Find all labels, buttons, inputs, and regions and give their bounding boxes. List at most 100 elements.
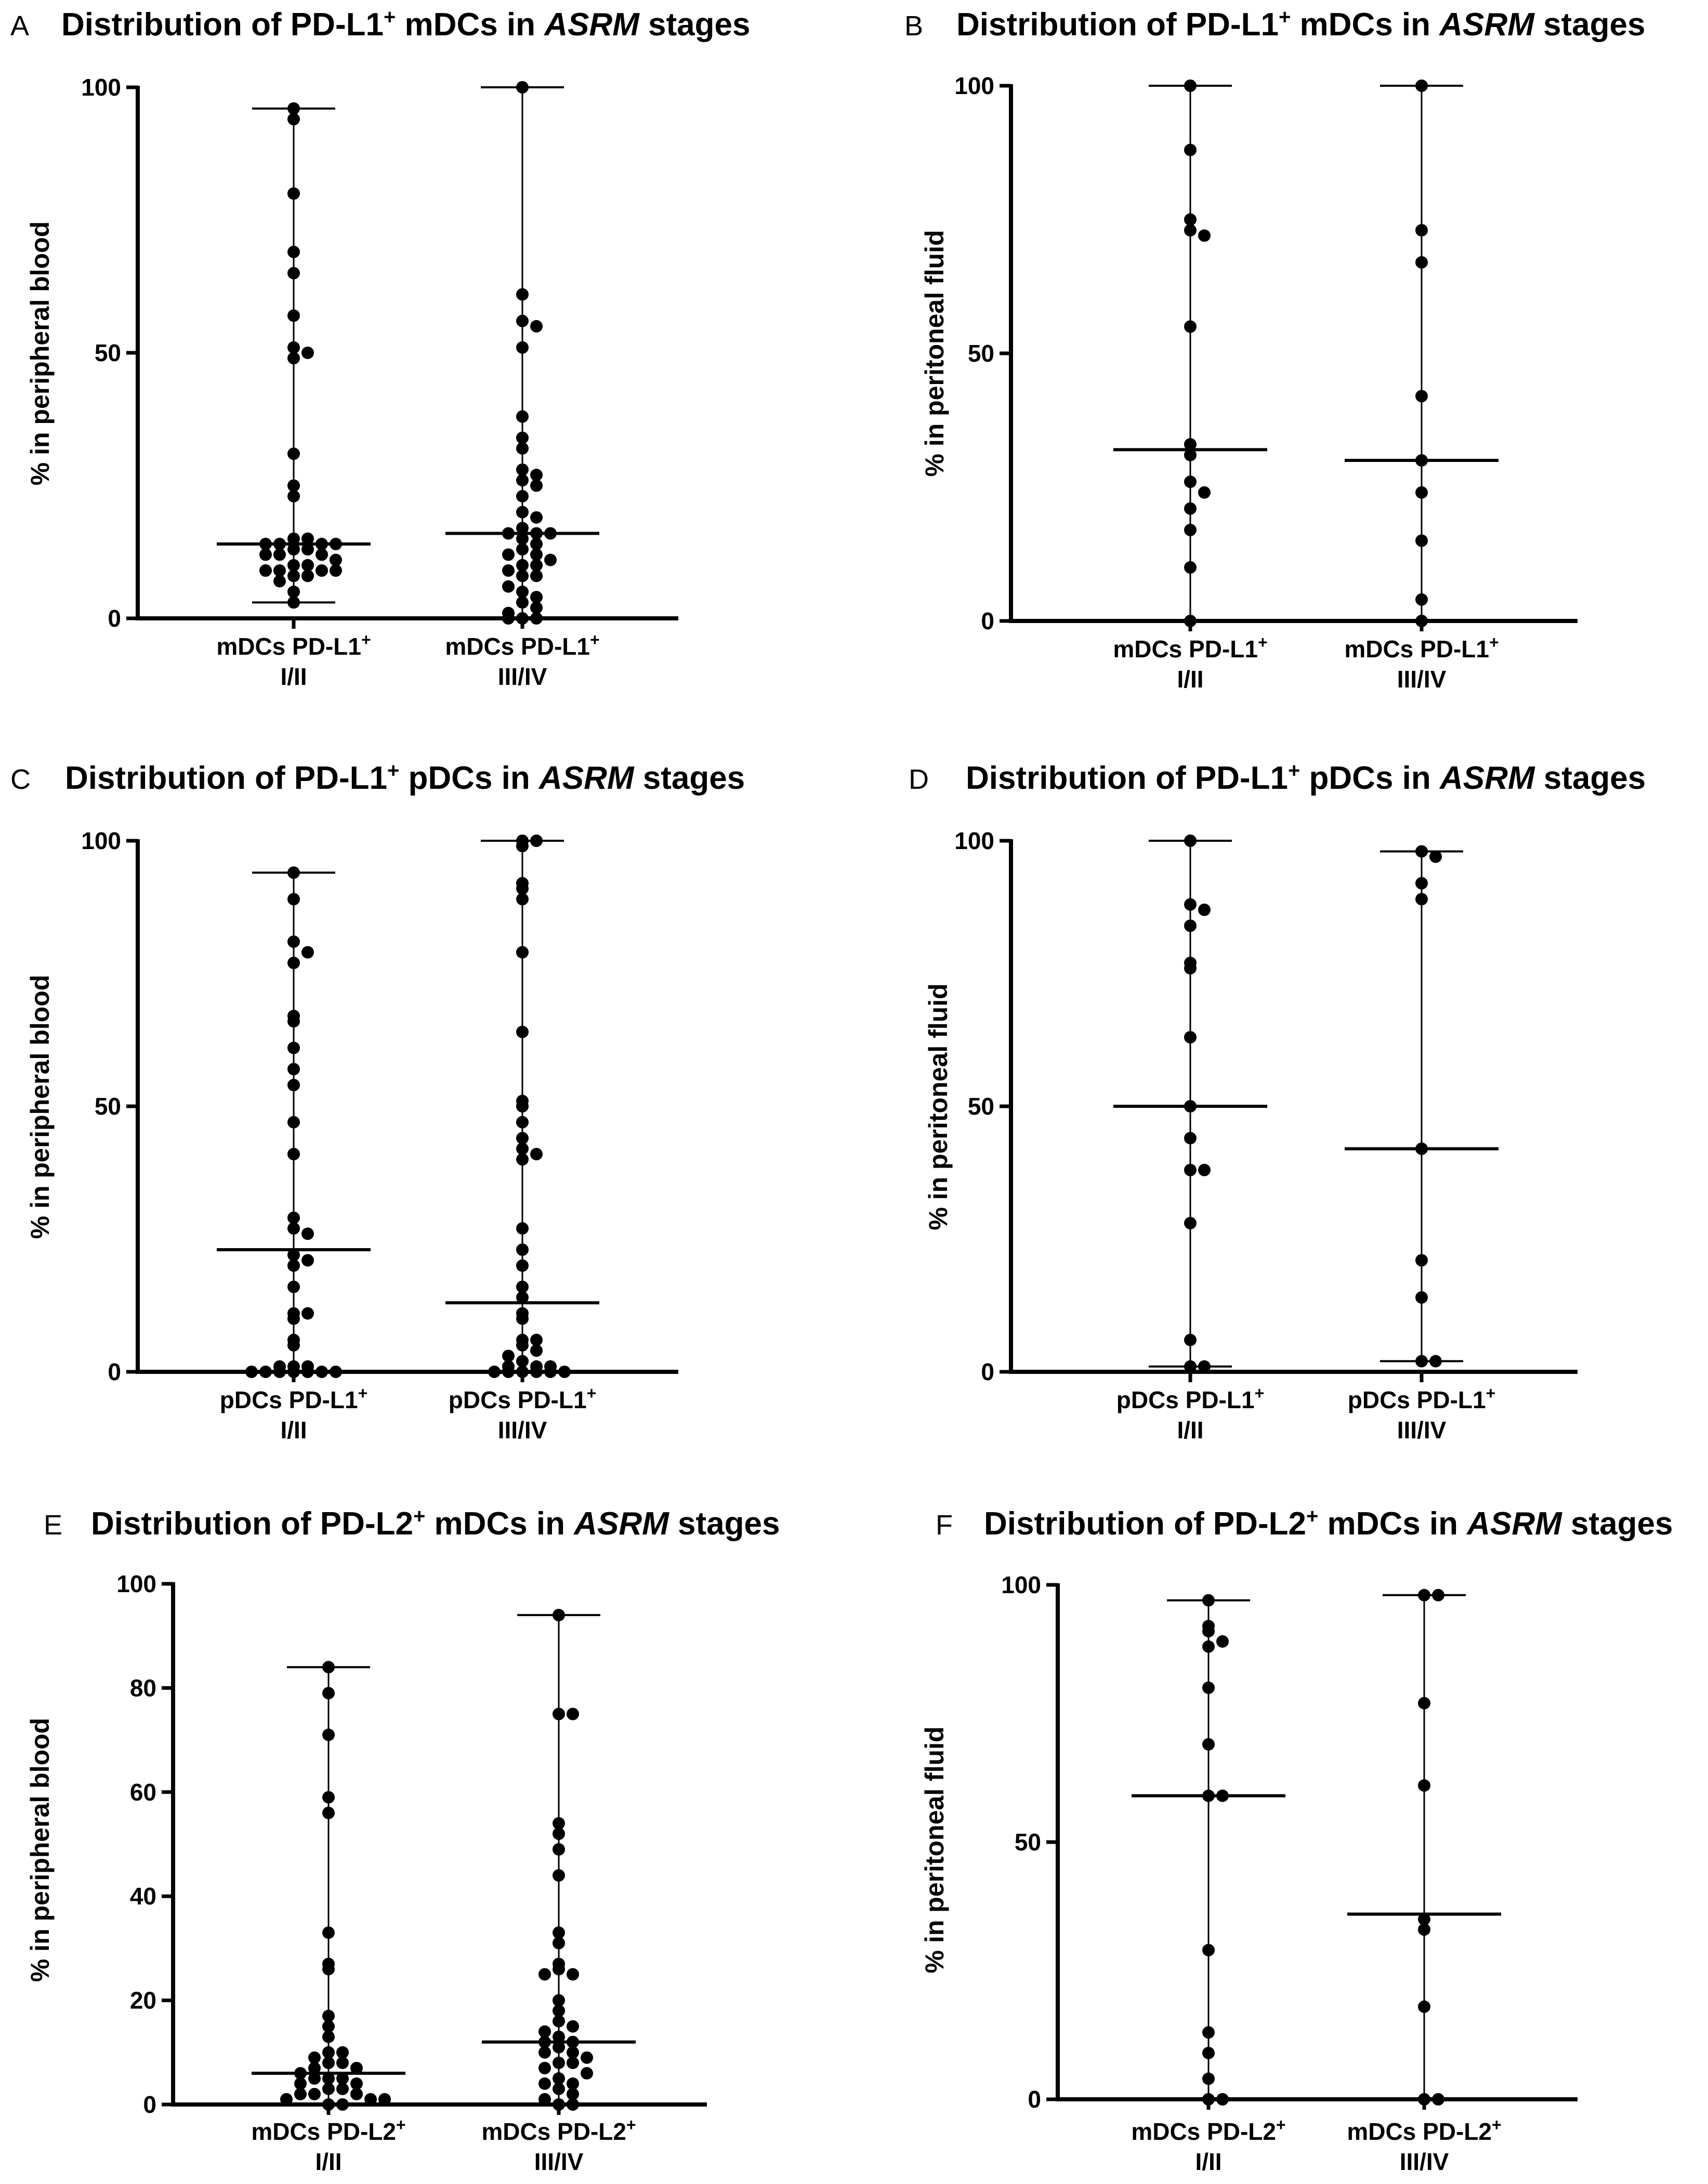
- data-point: [316, 548, 328, 561]
- data-point: [301, 559, 314, 572]
- data-point: [301, 543, 314, 556]
- data-point: [364, 2093, 377, 2106]
- data-point: [530, 1344, 543, 1357]
- data-point: [336, 2056, 349, 2069]
- data-point: [259, 548, 272, 561]
- data-point: [316, 564, 328, 577]
- data-point: [516, 489, 529, 502]
- title-text: Distribution of PD-L1: [956, 7, 1279, 43]
- title-text: stages: [634, 760, 745, 796]
- data-point: [1415, 615, 1428, 627]
- category-label-superscript: +: [361, 630, 371, 649]
- data-point: [567, 2046, 579, 2059]
- title-italic: ASRM: [543, 7, 640, 43]
- y-tick-label: 50: [968, 340, 994, 367]
- y-tick-label: 50: [968, 1093, 994, 1120]
- data-point: [322, 2030, 335, 2043]
- data-point: [301, 946, 314, 959]
- data-point: [287, 1147, 300, 1160]
- data-point: [1184, 448, 1197, 461]
- data-point: [553, 2004, 565, 2017]
- data-point: [1418, 1589, 1430, 1601]
- data-point: [287, 596, 300, 609]
- data-point: [553, 1843, 565, 1856]
- data-point: [1415, 593, 1428, 606]
- category-label: pDCs PD-L1+: [1116, 1384, 1265, 1413]
- data-point: [322, 1728, 335, 1741]
- data-point: [567, 2056, 579, 2069]
- title-superscript: +: [1306, 1505, 1318, 1528]
- data-point: [301, 347, 314, 359]
- data-point: [287, 1222, 300, 1235]
- data-point: [287, 489, 300, 502]
- data-point: [516, 1100, 529, 1113]
- panel-f: F Distribution of PD-L2+ mDCs in ASRM sta…: [920, 1505, 1673, 2175]
- data-point: [502, 612, 515, 625]
- data-point: [1184, 898, 1197, 911]
- data-point: [294, 2077, 307, 2090]
- data-point: [287, 570, 300, 583]
- data-point: [287, 1366, 300, 1378]
- data-point: [322, 1963, 335, 1976]
- group-1: mDCs PD-L1+ I/II: [1113, 80, 1268, 693]
- data-point: [530, 601, 543, 614]
- data-point: [530, 469, 543, 482]
- data-point: [1415, 1254, 1428, 1267]
- data-point: [287, 1249, 300, 1262]
- category-sublabel: III/IV: [1400, 2148, 1449, 2175]
- category-sublabel: III/IV: [1397, 666, 1447, 693]
- data-point: [516, 570, 529, 583]
- data-point: [1184, 502, 1197, 515]
- category-label-text: mDCs PD-L2: [481, 2118, 626, 2145]
- data-point: [553, 1827, 565, 1840]
- data-point: [1184, 1216, 1197, 1229]
- title-text: mDCs in: [425, 1506, 574, 1542]
- y-tick-label: 0: [108, 605, 121, 632]
- category-label-text: pDCs PD-L1: [449, 1386, 587, 1413]
- panel-title: Distribution of PD-L1+ pDCs in ASRM stag…: [65, 759, 745, 796]
- data-point: [1202, 1943, 1215, 1956]
- data-point: [502, 580, 515, 593]
- data-point: [1184, 919, 1197, 932]
- data-point: [287, 479, 300, 492]
- data-point: [1415, 80, 1428, 92]
- data-point: [322, 2020, 335, 2033]
- panel-e: E Distribution of PD-L2+ mDCs in ASRM sta…: [25, 1505, 780, 2175]
- data-point: [1415, 390, 1428, 403]
- data-point: [322, 2072, 335, 2085]
- category-label-superscript: +: [1486, 1384, 1496, 1402]
- data-point: [336, 2098, 349, 2111]
- y-tick-label: 100: [954, 827, 994, 854]
- category-sublabel: I/II: [1177, 666, 1203, 693]
- panel-d: D Distribution of PD-L1+ pDCs in ASRM sta…: [909, 759, 1646, 1444]
- data-point: [516, 1025, 529, 1038]
- data-point: [1418, 2093, 1430, 2106]
- category-sublabel: I/II: [1195, 2148, 1221, 2175]
- y-axis-label: % in peritoneal fluid: [920, 1726, 949, 1973]
- data-point: [516, 559, 529, 572]
- group-2: mDCs PD-L2+ III/IV: [481, 1609, 636, 2175]
- data-point: [544, 1366, 557, 1378]
- data-point: [516, 81, 529, 94]
- data-point: [1198, 229, 1211, 242]
- panel-title: Distribution of PD-L2+ mDCs in ASRM stag…: [984, 1505, 1673, 1542]
- y-tick-label: 0: [981, 1358, 994, 1385]
- data-point: [567, 2077, 579, 2090]
- category-label: mDCs PD-L2+: [481, 2115, 636, 2145]
- title-italic: ASRM: [538, 760, 635, 796]
- data-point: [516, 410, 529, 423]
- data-point: [516, 341, 529, 354]
- category-label-text: pDCs PD-L1: [1348, 1386, 1486, 1413]
- data-point: [530, 479, 543, 492]
- category-label: mDCs PD-L2+: [1347, 2115, 1501, 2145]
- data-point: [330, 553, 342, 566]
- data-point: [553, 2082, 565, 2095]
- panel-letter: C: [10, 764, 31, 795]
- data-point: [1184, 1163, 1197, 1176]
- category-sublabel: III/IV: [498, 663, 547, 690]
- data-point: [287, 957, 300, 970]
- data-point: [516, 442, 529, 455]
- panel-letter: D: [909, 764, 929, 795]
- data-point: [322, 1661, 335, 1674]
